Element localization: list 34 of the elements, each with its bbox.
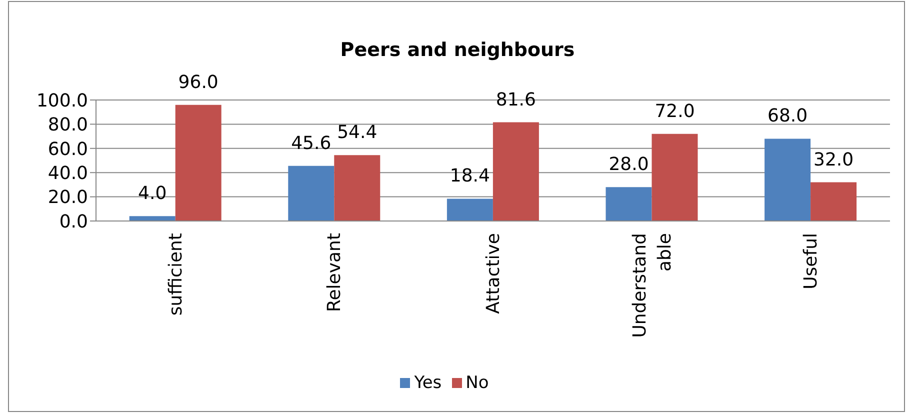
data-label: 28.0 <box>608 154 649 176</box>
bar <box>606 187 652 221</box>
chart-title: Peers and neighbours <box>339 39 576 61</box>
bar <box>446 198 493 221</box>
data-label: 81.6 <box>496 89 536 110</box>
data-label: 45.6 <box>291 132 332 154</box>
bar <box>288 166 334 221</box>
bar <box>175 104 222 221</box>
bar <box>129 216 176 221</box>
data-label: 72.0 <box>654 100 695 122</box>
y-tick-label: 80.0 <box>48 114 88 136</box>
x-tick-label: sufficient <box>165 233 186 316</box>
data-label: 54.4 <box>337 122 378 144</box>
y-tick-label: 0.0 <box>59 211 88 232</box>
bar <box>492 122 539 221</box>
x-tick-label: Useful <box>800 233 822 290</box>
data-label: 32.0 <box>814 149 854 170</box>
data-label: 18.4 <box>450 166 490 187</box>
bar <box>810 182 857 221</box>
y-tick-label: 20.0 <box>48 187 88 208</box>
bar <box>334 155 380 221</box>
data-label: 96.0 <box>178 72 218 93</box>
y-tick-label: 40.0 <box>48 162 88 184</box>
legend-label: Yes <box>414 373 442 393</box>
x-tick-label: Attactive <box>483 233 504 314</box>
data-label: 4.0 <box>138 183 167 204</box>
bar <box>652 134 698 221</box>
y-tick-label: 60.0 <box>48 138 88 160</box>
x-tick-label: Relevant <box>324 233 346 312</box>
legend-label: No <box>466 373 489 393</box>
x-tick-label: Understand able <box>629 233 676 338</box>
y-tick-label: 100.0 <box>36 90 88 112</box>
bar <box>764 138 811 221</box>
data-label: 68.0 <box>768 106 808 127</box>
